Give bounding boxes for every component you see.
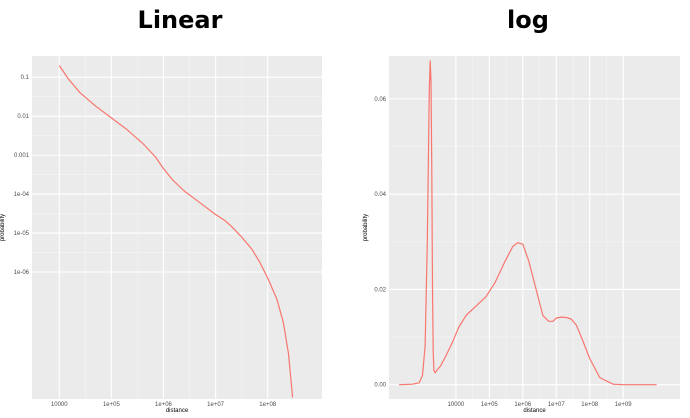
x-tick-label: 1e+05: [103, 402, 121, 408]
left-chart-title: Linear: [137, 6, 223, 34]
y-tick-label: 0.06: [374, 97, 386, 103]
y-tick-label: 0.1: [21, 75, 30, 81]
x-tick-label: 1e+07: [207, 402, 225, 408]
x-tick-label: 1e+08: [259, 402, 277, 408]
y-tick-label: 0.00: [374, 383, 386, 389]
x-tick-label: 1e+08: [581, 402, 599, 408]
x-tick-label: 10000: [448, 402, 465, 408]
x-tick-label: 10000: [51, 402, 68, 408]
x-tick-label: 1e+06: [514, 402, 532, 408]
x-axis-label: distance: [166, 408, 189, 414]
series-line: [399, 60, 657, 386]
log-chart: 10000 1e+05 1e+06 1e+07 1e+08 1e+09 0.00 0.02 0.…: [363, 56, 680, 414]
y-axis-label: probability: [0, 214, 6, 241]
plot-panel: [32, 56, 322, 399]
y-tick-label: 0.02: [374, 287, 386, 293]
y-tick-label: 0.001: [14, 153, 30, 159]
x-tick-label: 1e+09: [615, 402, 633, 408]
y-tick-label: 1e-04: [14, 192, 30, 198]
x-tick-label: 1e+07: [548, 402, 566, 408]
linear-chart: 10000 1e+05 1e+06 1e+07 1e+08 0.1 0.01 0.001 1e-…: [0, 56, 322, 414]
series-line: [58, 65, 294, 398]
y-tick-label: 0.04: [374, 192, 386, 198]
y-axis-label: probability: [363, 214, 369, 241]
y-tick-label: 1e-06: [14, 270, 30, 276]
right-chart-title: log: [507, 6, 549, 34]
plot-panel: [389, 56, 680, 399]
x-axis-label: distance: [523, 408, 546, 414]
y-tick-label: 1e-05: [14, 231, 30, 237]
x-tick-label: 1e+06: [155, 402, 173, 408]
y-tick-label: 0.01: [17, 114, 29, 120]
x-tick-label: 1e+05: [481, 402, 499, 408]
